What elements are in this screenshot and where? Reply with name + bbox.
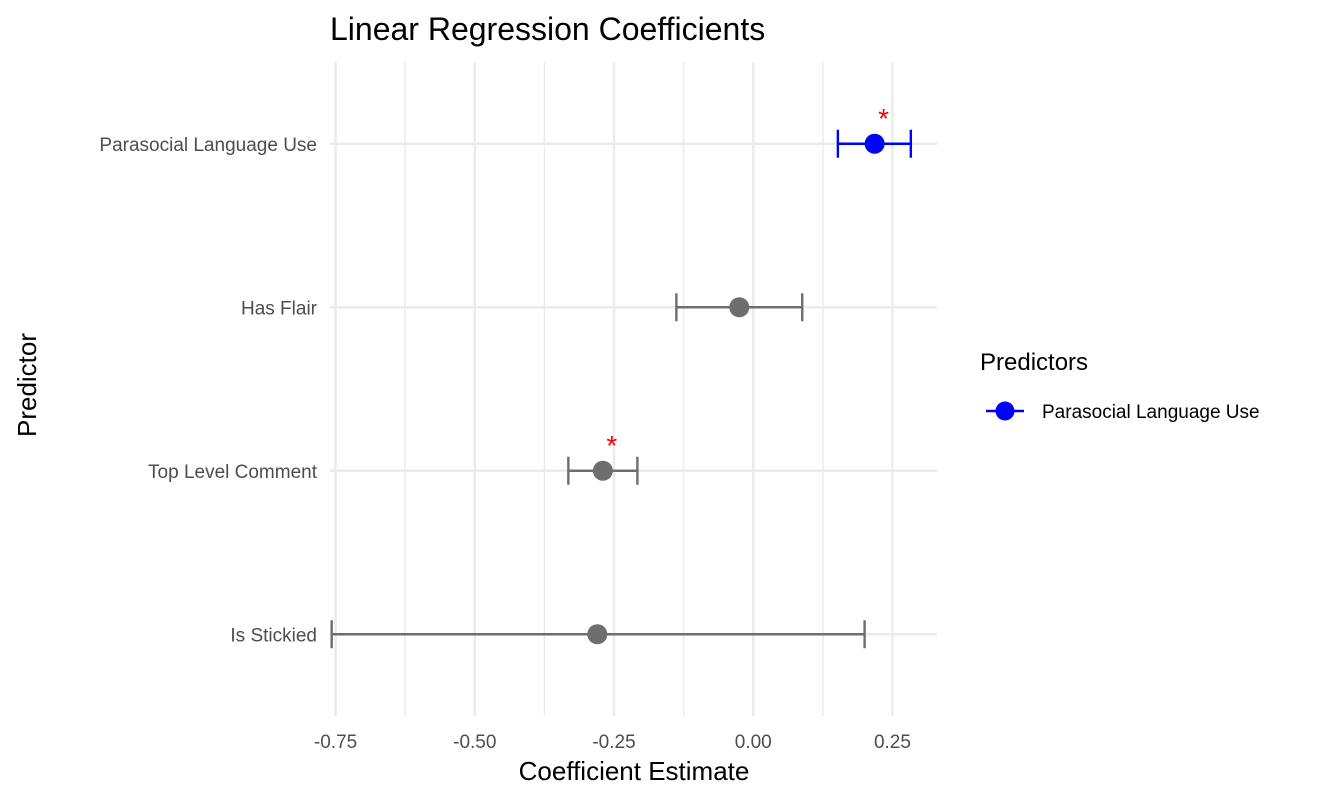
- y-tick-label: Top Level Comment: [148, 462, 318, 483]
- significance-marker: *: [606, 430, 617, 461]
- estimate-point: [864, 133, 885, 154]
- x-axis-tick-labels: -0.75 -0.50 -0.25 0.00 0.25: [314, 732, 911, 753]
- y-axis-title: Predictor: [12, 333, 42, 437]
- x-tick-label: -0.50: [453, 732, 496, 753]
- estimate-point: [587, 624, 608, 645]
- x-tick-label: 0.25: [874, 732, 911, 753]
- legend-title: Predictors: [980, 349, 1088, 376]
- significance-marker: *: [878, 103, 889, 134]
- coefficient-marks: **: [330, 103, 913, 649]
- y-tick-label: Is Stickied: [230, 625, 317, 646]
- y-tick-label: Parasocial Language Use: [99, 135, 317, 156]
- x-tick-label: 0.00: [735, 732, 772, 753]
- major-gridlines: [330, 62, 937, 716]
- estimate-point: [729, 297, 750, 318]
- y-tick-label: Has Flair: [241, 298, 318, 319]
- estimate-point: [592, 460, 613, 481]
- legend-entry-label: Parasocial Language Use: [1042, 402, 1260, 423]
- legend: Predictors Parasocial Language Use: [980, 349, 1260, 423]
- x-tick-label: -0.25: [592, 732, 635, 753]
- legend-key-point: [995, 401, 1015, 421]
- chart-title: Linear Regression Coefficients: [330, 11, 765, 47]
- y-axis-tick-labels: Parasocial Language Use Has Flair Top Leve…: [99, 135, 317, 647]
- x-axis-title: Coefficient Estimate: [519, 756, 750, 786]
- x-tick-label: -0.75: [314, 732, 357, 753]
- minor-gridlines: [404, 62, 824, 716]
